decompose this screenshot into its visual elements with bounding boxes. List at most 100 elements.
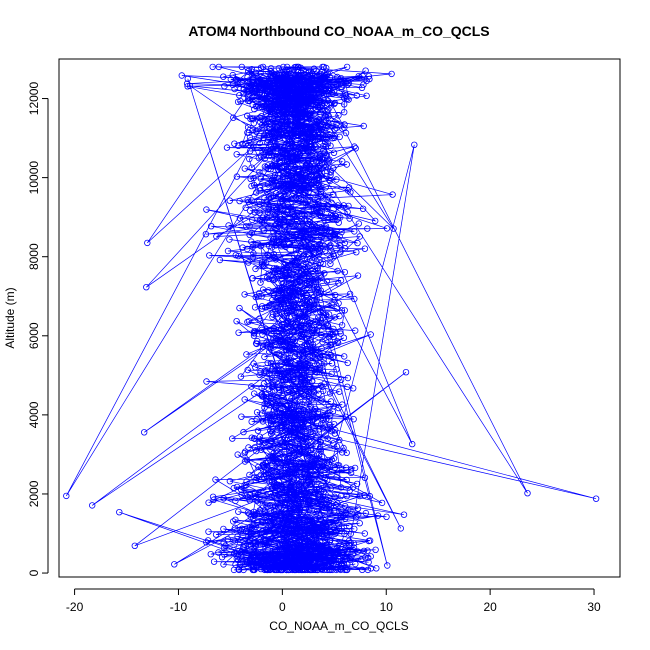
data-point: [323, 152, 331, 159]
data-point: [281, 135, 289, 142]
data-point: [261, 194, 268, 202]
data-point: [259, 224, 266, 232]
data-point: [282, 547, 289, 555]
data-point: [279, 523, 286, 531]
data-point: [270, 192, 277, 200]
data-point: [323, 416, 330, 423]
data-point: [269, 429, 276, 436]
data-point: [262, 537, 269, 544]
data-point: [314, 508, 321, 515]
data-point: [315, 314, 322, 321]
data-point: [297, 232, 304, 239]
data-point: [264, 359, 271, 367]
data-point: [286, 442, 293, 450]
data-point: [278, 552, 286, 559]
data-point: [262, 391, 270, 398]
data-point: [298, 344, 305, 351]
data-point: [306, 361, 313, 369]
data-point: [277, 500, 284, 507]
data-point: [316, 167, 323, 174]
data-point: [317, 153, 324, 161]
data-point: [352, 145, 359, 152]
data-point: [281, 179, 288, 186]
data-point: [344, 383, 351, 390]
data-point: [264, 209, 272, 216]
data-point: [325, 502, 332, 509]
data-point: [290, 475, 297, 483]
data-point: [306, 343, 313, 351]
data-point: [273, 212, 280, 220]
data-point: [307, 403, 314, 410]
data-point: [329, 548, 336, 555]
data-point: [344, 359, 351, 367]
data-point: [341, 124, 348, 131]
data-point: [254, 337, 261, 345]
data-point: [310, 386, 317, 394]
data-point: [171, 561, 178, 568]
data-point: [265, 386, 272, 393]
data-point: [259, 418, 267, 425]
data-point: [265, 536, 272, 543]
data-point: [305, 539, 312, 546]
data-point: [282, 535, 289, 542]
data-point: [241, 396, 248, 403]
data-point: [274, 93, 281, 100]
data-point: [257, 242, 264, 250]
data-point: [334, 339, 342, 346]
data-point: [271, 87, 279, 95]
data-point: [209, 63, 216, 71]
data-point: [285, 364, 292, 371]
data-point: [298, 418, 305, 426]
data-point: [279, 286, 286, 294]
data-point: [312, 405, 319, 413]
data-point: [245, 198, 252, 205]
data-point: [287, 468, 294, 476]
data-point: [292, 89, 299, 96]
data-point: [383, 225, 391, 232]
data-point: [338, 322, 346, 329]
data-point: [283, 104, 291, 112]
data-point: [247, 526, 254, 534]
data-point: [236, 215, 244, 222]
data-point: [275, 297, 282, 304]
data-point: [271, 387, 278, 394]
data-point: [327, 260, 334, 267]
data-point: [327, 171, 334, 179]
data-point: [299, 298, 307, 305]
data-point: [292, 518, 300, 526]
data-point: [264, 181, 272, 188]
data-point: [296, 72, 303, 80]
data-point: [324, 97, 332, 104]
data-point: [351, 228, 358, 235]
data-point: [288, 417, 295, 424]
data-point: [237, 97, 244, 105]
data-point: [306, 110, 314, 117]
data-point: [306, 499, 313, 506]
data-point: [311, 306, 318, 313]
data-point: [324, 156, 331, 163]
data-point: [282, 402, 289, 409]
data-point: [269, 363, 276, 370]
data-point: [305, 490, 312, 497]
data-point: [342, 515, 349, 522]
data-point: [243, 478, 250, 485]
data-point: [332, 230, 339, 238]
data-point: [310, 254, 317, 261]
data-point: [240, 428, 247, 436]
data-point: [327, 211, 335, 218]
data-point: [291, 399, 298, 406]
data-point: [263, 274, 271, 281]
data-point: [249, 275, 256, 282]
data-point: [305, 396, 313, 403]
data-point: [316, 366, 323, 374]
data-point: [313, 515, 320, 523]
data-point: [342, 464, 350, 471]
data-point: [256, 290, 263, 297]
data-point: [350, 546, 357, 554]
data-point: [314, 203, 321, 210]
data-point: [302, 263, 309, 271]
data-point: [361, 474, 369, 481]
data-point: [233, 555, 240, 562]
data-point: [322, 134, 329, 141]
